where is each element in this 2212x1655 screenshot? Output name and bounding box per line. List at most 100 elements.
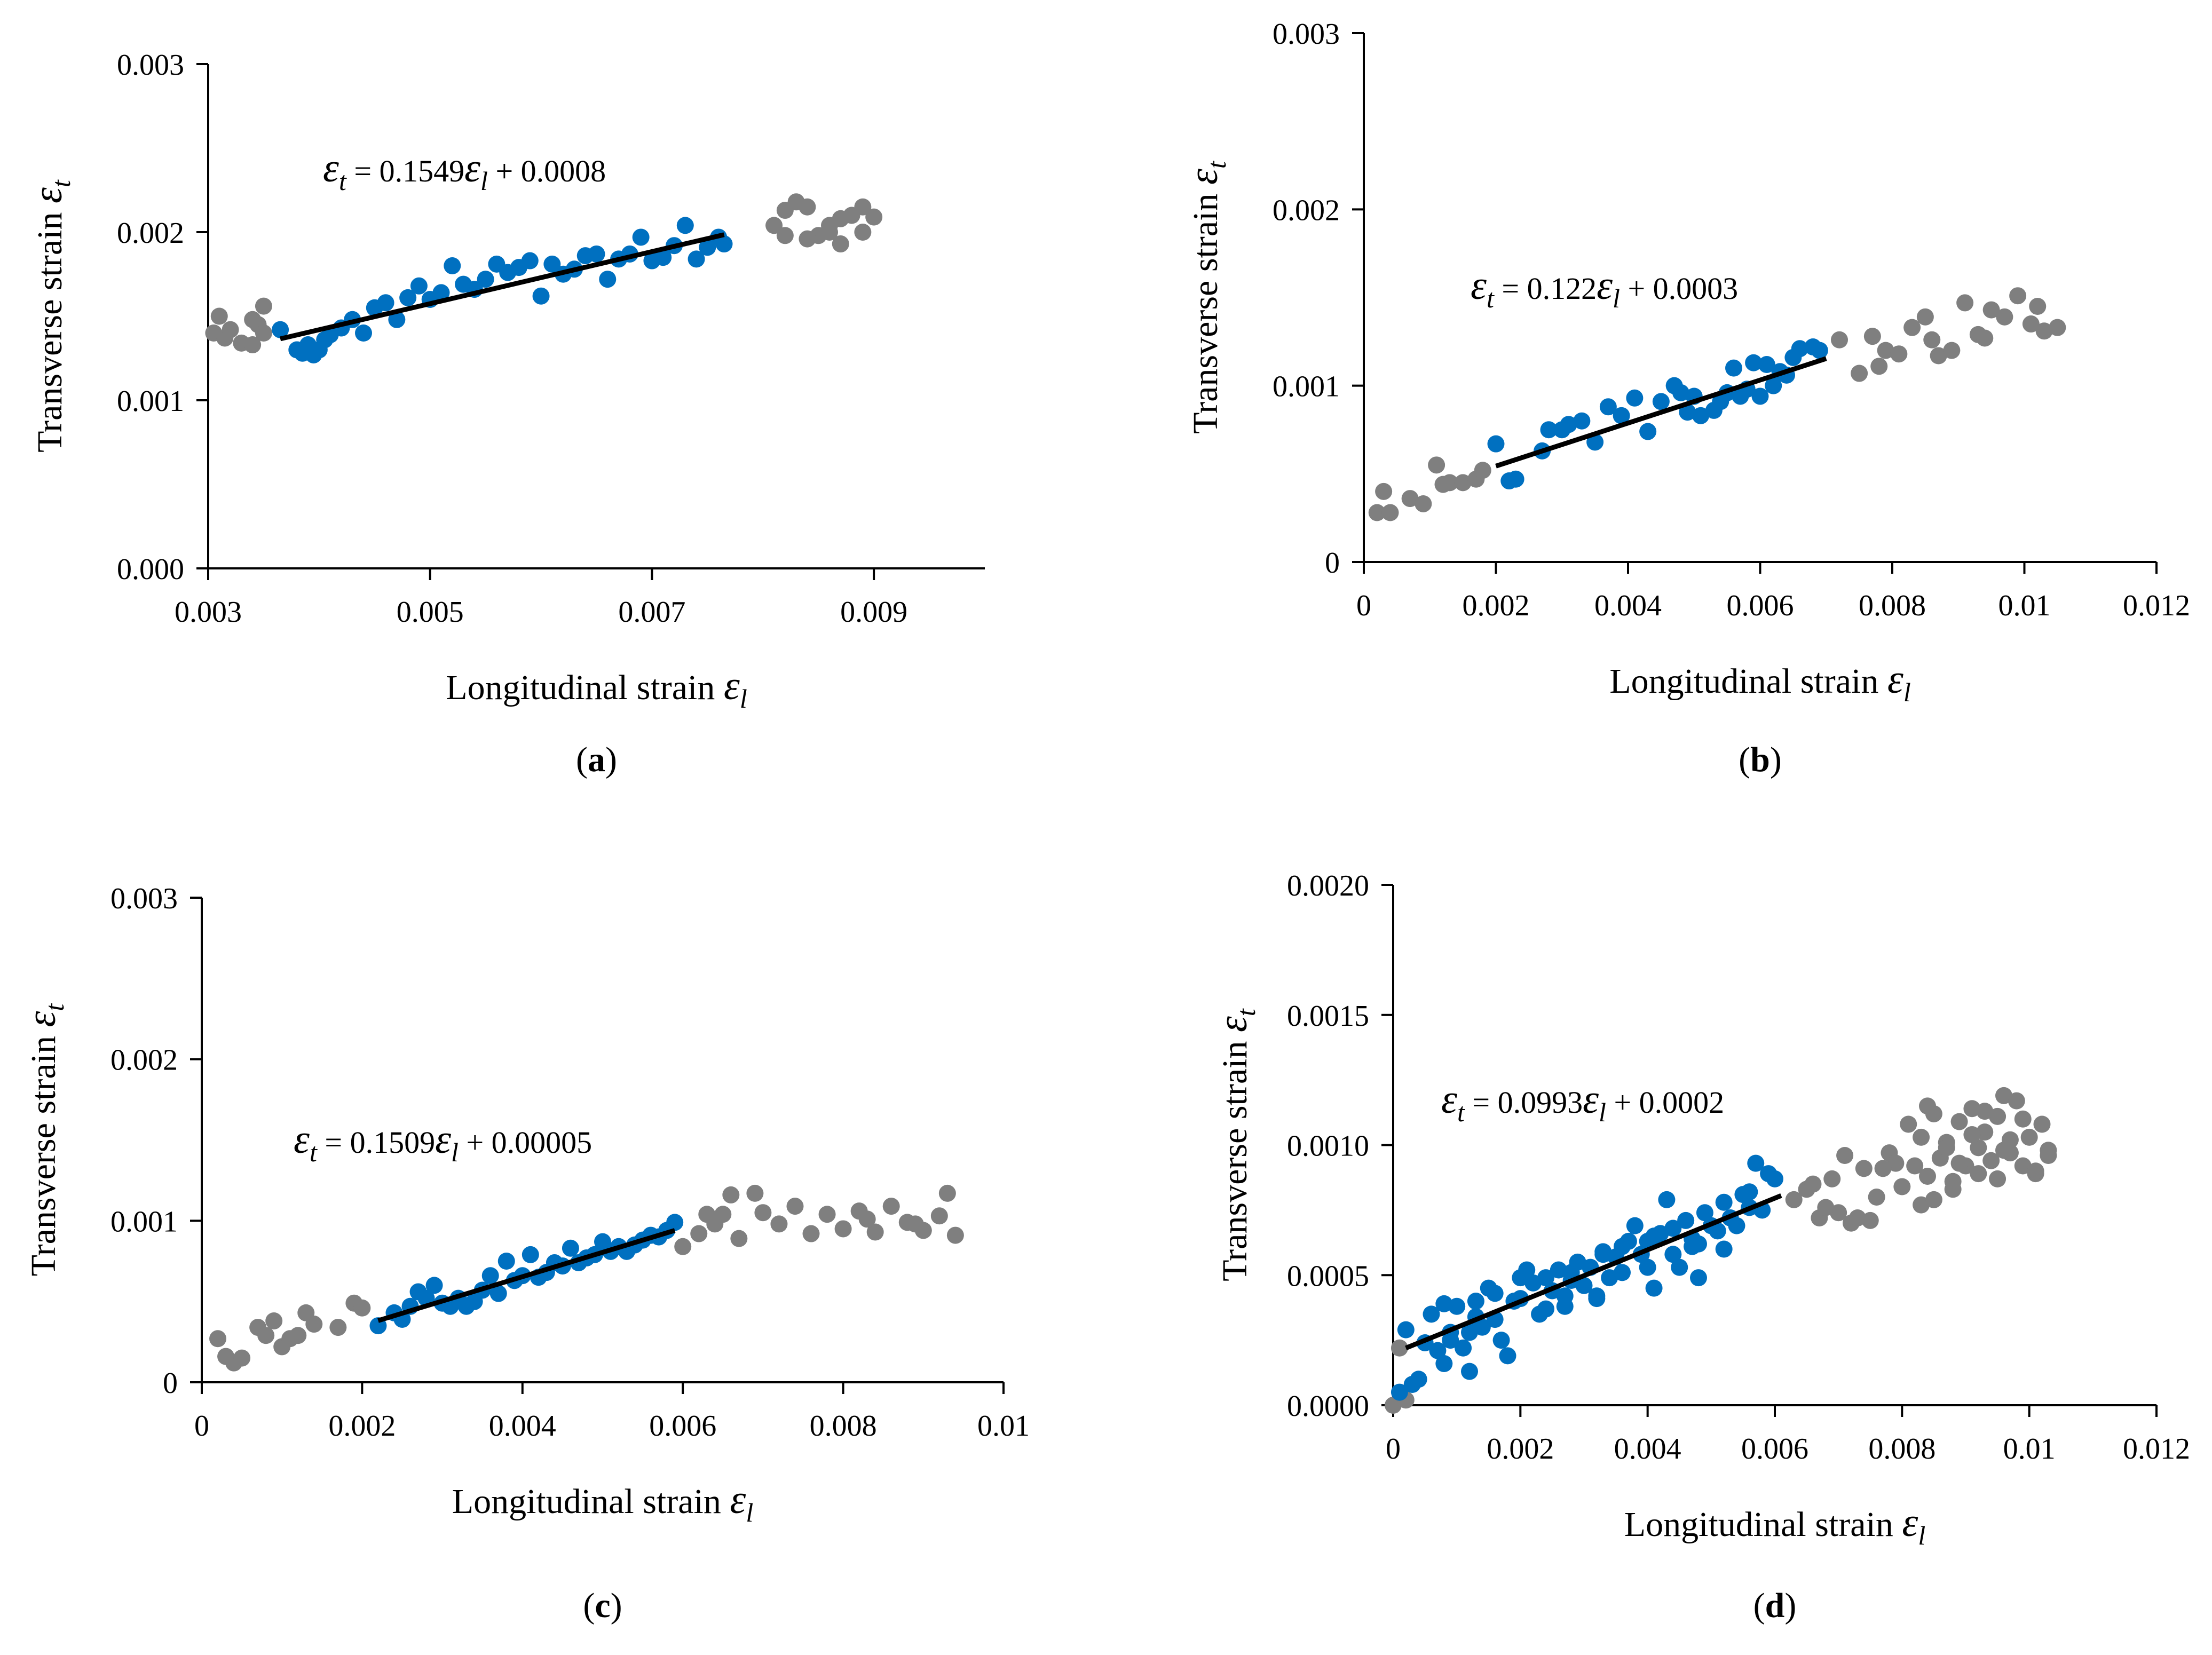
panel-a-x-axis-subscript: l (740, 684, 747, 714)
panel-d-fit-point (1715, 1240, 1733, 1258)
panel-d-excluded-point (1836, 1147, 1854, 1164)
panel-d-eq-coef: = 0.0993 (1465, 1085, 1583, 1120)
panel-d-excluded-point (1893, 1178, 1911, 1195)
panel-a-equation: εt = 0.1549εl + 0.0008 (323, 146, 606, 196)
panel-a-fit-point (399, 289, 417, 306)
panel-d-fit-point (1766, 1170, 1783, 1187)
panel-b-excluded-point (1851, 365, 1868, 382)
panel-b-x-axis-label: Longitudinal strain εl (1609, 657, 1910, 707)
panel-b-excluded-point (1381, 504, 1399, 521)
panel-a-x-axis-symbol: ε (724, 663, 740, 708)
panel-c-eq-lhs-subscript: t (310, 1137, 318, 1167)
panel-b-excluded-point (1474, 462, 1491, 479)
panel-d-fit-point (1435, 1295, 1453, 1312)
panel-a-excluded-point (799, 230, 816, 248)
panel-d-fit-point (1575, 1277, 1593, 1294)
panel-b-x-tick-label: 0.002 (1463, 589, 1530, 622)
panel-c-y-axis-subscript: t (40, 1003, 69, 1011)
panel-b-eq-var-subscript: l (1613, 283, 1620, 313)
panel-d-y-tick-label: 0.0020 (1287, 869, 1369, 902)
panel-c-excluded-point (938, 1184, 956, 1202)
panel-d-fit-point (1594, 1246, 1612, 1263)
panel-c-excluded-point (770, 1215, 788, 1233)
panel-a-excluded-point (765, 217, 783, 234)
panel-d-eq-const: + 0.0002 (1606, 1085, 1724, 1120)
panel-c-excluded-point (754, 1204, 772, 1222)
panel-d-y-tick-label: 0.0010 (1287, 1130, 1369, 1163)
panel-d-x-tick-label: 0 (1386, 1432, 1401, 1466)
panel-c-eq-var-symbol: ε (435, 1117, 451, 1162)
panel-d-y-axis-symbol: ε (1211, 1016, 1255, 1032)
panel-c-x-tick-label: 0.006 (649, 1409, 716, 1443)
panel-d-fit-point (1671, 1258, 1688, 1276)
panel-b-fit-point (1487, 435, 1505, 453)
panel-c-excluded-point (906, 1215, 924, 1233)
panel-b-y-axis-subscript: t (1202, 161, 1231, 169)
panel-c-x-axis-label-text: Longitudinal strain (452, 1482, 730, 1521)
panel-b-fit-point (1791, 340, 1808, 358)
panel-d-fit-point (1455, 1339, 1472, 1357)
panel-d-y-axis-label: Transverse strain εt (1211, 1008, 1261, 1281)
panel-c-excluded-point (233, 1349, 251, 1367)
panel-d-fit-point (1461, 1363, 1478, 1380)
panel-b-excluded-point (1415, 495, 1432, 512)
panel-a-fit-point (272, 321, 289, 338)
panel-a-excluded-point (222, 321, 239, 338)
panel-d-x-axis-symbol: ε (1902, 1500, 1918, 1545)
panel-b-y-axis-label: Transverse strain εt (1181, 161, 1231, 434)
panel-d-fit-point (1423, 1305, 1440, 1323)
panel-b-x-tick-label: 0 (1356, 589, 1371, 622)
panel-b-excluded-point (1943, 342, 1961, 359)
panel-a-excluded-point (832, 235, 849, 253)
panel-d-excluded-point (1913, 1128, 1930, 1146)
panel-d-fit-point (1690, 1269, 1707, 1287)
panel-a-excluded-point (255, 297, 272, 315)
panel-c-excluded-point (674, 1238, 692, 1255)
panel-c-excluded-point (866, 1223, 884, 1241)
panel-d-excluded-point (2014, 1110, 2032, 1128)
panel-c-excluded-point (353, 1299, 371, 1317)
panel-b-equation: εt = 0.122εl + 0.0003 (1471, 263, 1738, 313)
panel-b-excluded-point (2022, 315, 2040, 333)
panel-a-fit-point (632, 228, 650, 246)
panel-a-y-tick-label: 0.001 (117, 385, 184, 418)
panel-b-label: (b) (1739, 740, 1782, 779)
panel-d-excluded-point (1970, 1165, 1987, 1183)
panel-d-x-tick-label: 0.008 (1868, 1432, 1936, 1466)
panel-a-y-axis-label-text: Transverse strain (30, 203, 69, 453)
panel-c-y-tick-label: 0.002 (110, 1044, 178, 1077)
panel-c-excluded-point (722, 1186, 740, 1203)
panel-b-excluded-point (1870, 358, 1888, 375)
panel-d-fit-point (1664, 1246, 1682, 1263)
panel-a-eq-lhs-symbol: ε (323, 146, 339, 191)
panel-b-excluded-point (2029, 298, 2047, 315)
panel-b-fit-point (1599, 398, 1617, 416)
panel-a-x-axis-label: Longitudinal strain εl (446, 663, 747, 714)
panel-c-y-tick-label: 0.003 (110, 882, 178, 915)
panel-b-fit-point (1613, 407, 1630, 424)
panel-a-excluded-point (865, 208, 883, 226)
panel-d-x-axis-label-text: Longitudinal strain (1624, 1505, 1902, 1544)
panel-b-excluded-point (1930, 347, 1947, 365)
panel-d-fit-point (1614, 1238, 1631, 1255)
panel-d-excluded-point (1982, 1152, 2000, 1169)
panel-b-fit-point (1725, 359, 1742, 377)
panel-b-eq-var-symbol: ε (1597, 263, 1613, 308)
panel-b-excluded-point (1976, 329, 1994, 347)
panel-d-excluded-point (1855, 1160, 1873, 1177)
panel-a-y-tick-label: 0.002 (117, 217, 184, 250)
panel-d-fit-point (1645, 1279, 1663, 1297)
panel-d-excluded-point (1906, 1157, 1924, 1175)
panel-b-x-tick-label: 0.008 (1859, 589, 1926, 622)
panel-b-excluded-point (2009, 287, 2027, 305)
panel-c-equation: εt = 0.1509εl + 0.00005 (294, 1117, 592, 1167)
panel-a-trend-line (280, 232, 725, 342)
panel-c-x-axis-symbol: ε (730, 1477, 746, 1522)
panel-b-excluded-point (1903, 319, 1921, 336)
panel-d-y-tick-label: 0.0015 (1287, 1000, 1369, 1033)
panel-b-excluded-point (1401, 490, 1419, 508)
panel-d-excluded-point (1900, 1115, 1917, 1133)
panel-d-excluded-point (2008, 1092, 2025, 1110)
panel-b-x-tick-label: 0.004 (1594, 589, 1662, 622)
panel-d-eq-var-symbol: ε (1583, 1077, 1599, 1122)
